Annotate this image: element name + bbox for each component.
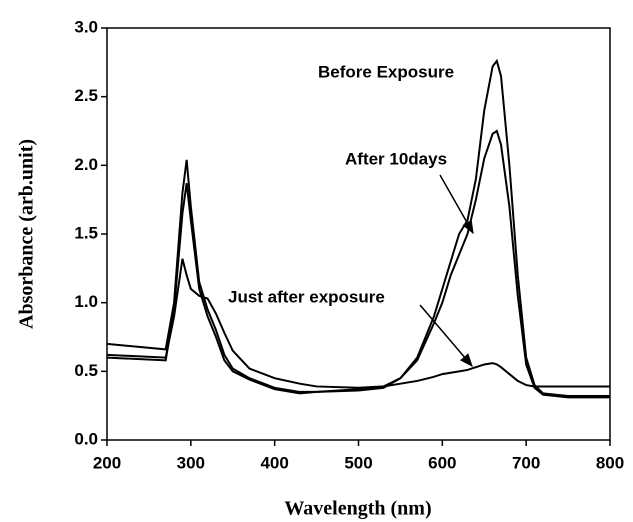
x-tick-label: 700 — [512, 453, 540, 472]
y-tick-label: 0.5 — [74, 361, 98, 380]
y-tick-label: 2.5 — [74, 86, 98, 105]
x-tick-label: 500 — [344, 453, 372, 472]
y-tick-label: 0.0 — [74, 429, 98, 448]
annotation-arrow — [439, 174, 474, 235]
y-axis-title: Absorbance (arb.unit) — [16, 139, 38, 329]
y-tick-label: 3.0 — [74, 17, 98, 36]
plot-frame — [106, 27, 611, 441]
x-tick-label: 800 — [596, 453, 624, 472]
spectrum-line — [106, 58, 610, 398]
series-label: After 10days — [345, 149, 447, 168]
annotation-arrow — [419, 304, 473, 368]
series-label: Before Exposure — [318, 62, 454, 81]
x-tick-label: 200 — [93, 453, 121, 472]
x-tick-label: 600 — [428, 453, 456, 472]
y-tick-label: 2.0 — [74, 155, 98, 174]
y-tick-label: 1.0 — [74, 292, 98, 311]
x-tick-label: 400 — [260, 453, 288, 472]
x-tick-label: 300 — [177, 453, 205, 472]
y-tick-label: 1.5 — [74, 223, 98, 242]
spectrum-line — [106, 258, 610, 389]
series-label: Just after exposure — [228, 287, 385, 306]
x-axis-title: Wavelength (nm) — [284, 498, 431, 520]
spectrum-line — [106, 129, 610, 399]
